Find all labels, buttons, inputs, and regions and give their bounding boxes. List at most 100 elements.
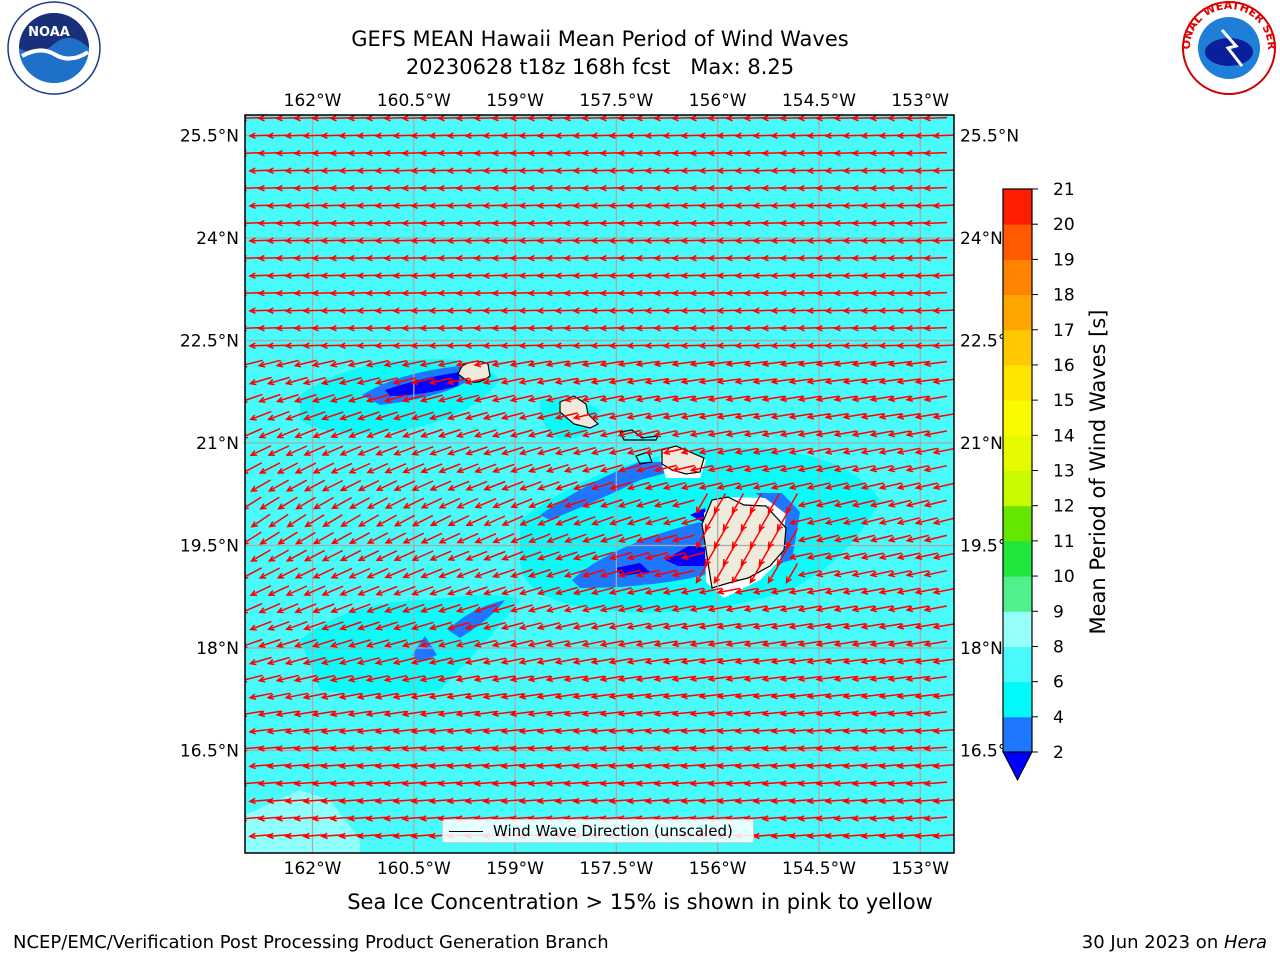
wave-direction-arrow bbox=[320, 376, 344, 386]
wave-direction-arrow bbox=[608, 622, 632, 630]
wave-direction-arrow bbox=[716, 692, 740, 700]
wave-direction-arrow bbox=[581, 533, 605, 544]
wave-direction-arrow bbox=[492, 533, 515, 544]
wave-direction-arrow bbox=[590, 481, 614, 491]
wave-direction-arrow bbox=[545, 360, 569, 368]
wave-direction-arrow bbox=[402, 497, 425, 509]
colorbar-segment bbox=[1003, 189, 1032, 225]
lat-tick-label: 16.5°N bbox=[180, 742, 239, 762]
wave-direction-arrow bbox=[842, 727, 867, 735]
wave-direction-arrow bbox=[626, 622, 650, 630]
wave-direction-arrow bbox=[320, 411, 344, 421]
wave-direction-arrow bbox=[275, 393, 299, 403]
wave-direction-arrow bbox=[689, 745, 714, 752]
wave-direction-arrow bbox=[707, 430, 731, 438]
nws-logo-text: NATIONAL WEATHER SERVICE bbox=[0, 0, 1278, 51]
wave-direction-arrow bbox=[321, 585, 344, 596]
wave-direction-arrow bbox=[338, 376, 362, 386]
wave-direction-arrow bbox=[428, 692, 452, 700]
wave-direction-arrow bbox=[869, 395, 894, 403]
wave-direction-arrow bbox=[438, 497, 461, 509]
wave-direction-arrow bbox=[464, 621, 488, 631]
lon-tick-label: 156°W bbox=[689, 91, 747, 111]
wave-direction-arrow bbox=[455, 710, 480, 718]
wave-direction-arrow bbox=[869, 534, 893, 543]
wave-direction-arrow bbox=[483, 480, 506, 491]
wave-direction-arrow bbox=[500, 657, 524, 665]
wave-direction-arrow bbox=[491, 429, 515, 438]
wave-direction-arrow bbox=[267, 585, 290, 596]
wave-direction-arrow bbox=[572, 446, 596, 456]
wave-direction-arrow bbox=[923, 289, 948, 297]
wave-direction-arrow bbox=[437, 710, 462, 718]
wave-direction-arrow bbox=[276, 428, 299, 439]
wave-direction-arrow bbox=[644, 516, 668, 526]
wave-direction-arrow bbox=[608, 377, 632, 385]
wave-direction-arrow bbox=[869, 745, 894, 752]
wave-direction-arrow bbox=[797, 430, 821, 438]
wave-direction-arrow bbox=[284, 727, 308, 735]
wave-direction-arrow bbox=[896, 412, 920, 420]
wave-direction-arrow bbox=[923, 780, 948, 787]
wave-direction-arrow bbox=[474, 568, 497, 579]
wave-direction-arrow bbox=[294, 462, 317, 474]
wave-direction-arrow bbox=[446, 797, 471, 805]
wave-direction-arrow bbox=[527, 675, 551, 683]
lat-tick-label: 19.5°N bbox=[180, 537, 239, 557]
wave-direction-arrow bbox=[590, 446, 614, 456]
wave-direction-arrow bbox=[635, 604, 659, 613]
lon-tick-label: 153°W bbox=[891, 91, 949, 111]
wave-direction-arrow bbox=[749, 563, 763, 584]
wave-direction-arrow bbox=[257, 393, 281, 404]
wave-direction-arrow bbox=[806, 622, 830, 630]
wave-direction-arrow bbox=[347, 815, 372, 822]
wave-direction-arrow bbox=[740, 510, 754, 532]
wave-direction-arrow bbox=[860, 658, 885, 665]
wave-direction-arrow bbox=[833, 640, 858, 648]
wave-direction-arrow bbox=[248, 762, 273, 770]
wave-direction-arrow bbox=[635, 395, 659, 403]
wave-direction-arrow bbox=[770, 447, 794, 455]
wave-direction-arrow bbox=[635, 675, 660, 683]
wave-direction-arrow bbox=[878, 658, 903, 665]
wave-direction-arrow bbox=[626, 447, 650, 456]
wave-direction-arrow bbox=[779, 360, 803, 368]
wave-direction-arrow bbox=[779, 745, 804, 752]
chart-subtitle: 20230628 t18z 168h fcst Max: 8.25 bbox=[405, 55, 795, 79]
wave-direction-arrow bbox=[545, 639, 569, 648]
wave-direction-arrow bbox=[758, 545, 772, 567]
wave-direction-arrow bbox=[320, 692, 344, 700]
wave-direction-arrow bbox=[563, 360, 588, 368]
wave-direction-arrow bbox=[599, 569, 623, 578]
wave-direction-arrow bbox=[731, 528, 745, 549]
wave-direction-arrow bbox=[770, 762, 795, 770]
wave-direction-arrow bbox=[428, 657, 452, 666]
wave-direction-arrow bbox=[842, 797, 867, 805]
wave-direction-arrow bbox=[492, 498, 515, 509]
wave-direction-arrow bbox=[303, 585, 326, 596]
wave-direction-arrow bbox=[824, 762, 849, 770]
wave-direction-arrow bbox=[374, 621, 398, 631]
wave-direction-arrow bbox=[851, 569, 875, 578]
wave-direction-arrow bbox=[554, 412, 578, 421]
colorbar-segment bbox=[1003, 400, 1032, 436]
wave-direction-arrow bbox=[689, 605, 713, 613]
wave-direction-arrow bbox=[581, 498, 605, 509]
colorbar-tick-label: 11 bbox=[1053, 532, 1075, 552]
wave-direction-arrow bbox=[707, 464, 731, 473]
wave-direction-arrow bbox=[321, 549, 344, 562]
wave-direction-arrow bbox=[365, 815, 390, 822]
wave-direction-arrow bbox=[617, 429, 641, 438]
wave-direction-arrow bbox=[797, 395, 822, 403]
wave-direction-arrow bbox=[312, 496, 334, 510]
wave-direction-arrow bbox=[527, 568, 551, 578]
wave-direction-arrow bbox=[662, 378, 687, 385]
wave-direction-arrow bbox=[590, 412, 614, 421]
wave-direction-arrow bbox=[284, 376, 308, 386]
wave-direction-arrow bbox=[608, 481, 632, 491]
wave-direction-arrow bbox=[482, 727, 506, 735]
wave-direction-arrow bbox=[797, 360, 821, 368]
colorbar-tick-label: 4 bbox=[1053, 708, 1064, 728]
wave-direction-arrow bbox=[725, 710, 749, 717]
wave-direction-arrow bbox=[896, 797, 921, 805]
